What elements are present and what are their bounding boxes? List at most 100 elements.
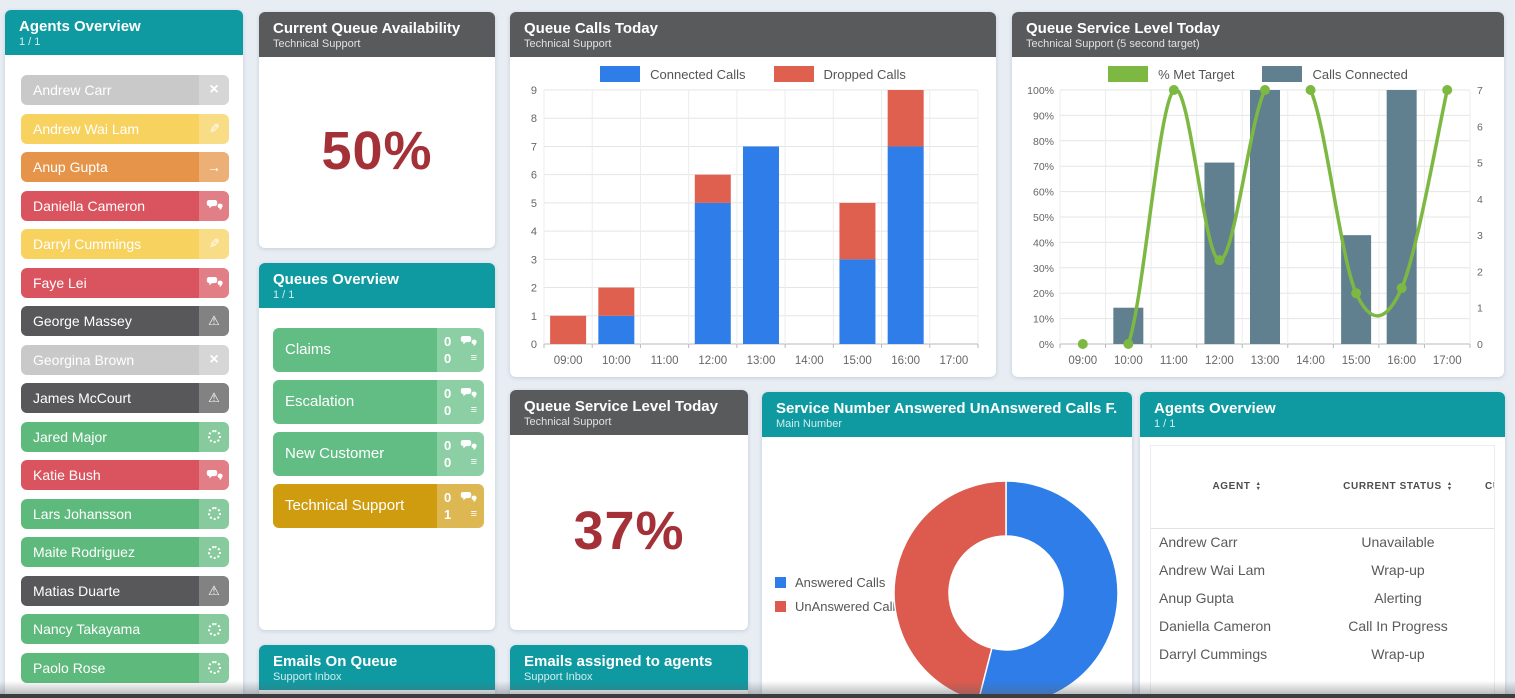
agent-row[interactable]: Maite Rodriguez xyxy=(21,537,229,567)
queue-row[interactable]: Technical Support 0 1 ≡ xyxy=(273,484,484,528)
panel-header: Queues Overview 1 / 1 xyxy=(259,263,495,308)
svg-text:8: 8 xyxy=(531,113,537,125)
legend-swatch xyxy=(600,66,641,82)
agent-row[interactable]: George Massey ⚠ xyxy=(21,306,229,336)
agent-row[interactable]: Andrew Wai Lam ✎ xyxy=(21,113,229,144)
agent-row[interactable]: Georgina Brown × xyxy=(21,344,229,375)
svg-text:15:00: 15:00 xyxy=(843,355,872,367)
chart-legend: Answered Calls UnAnswered Calls xyxy=(775,575,902,623)
cell-current-status: Wrap-up xyxy=(1371,646,1425,662)
queue-calls-bar-chart: 0 1 2 3 4 5 6 7 8 9 09:00 10:00 11:00 12:00 13:00 14:00… xyxy=(510,84,996,377)
cell-extra xyxy=(1473,528,1494,556)
legend-swatch xyxy=(1108,66,1149,82)
legend-item: Answered Calls xyxy=(775,575,902,590)
edit-icon: ✎ xyxy=(208,120,220,136)
queue-row[interactable]: Escalation 0 0 ≡ xyxy=(273,380,484,424)
panel-title: Queues Overview xyxy=(273,271,399,288)
legend-item: Connected Calls xyxy=(600,66,746,82)
svg-text:11:00: 11:00 xyxy=(1160,355,1188,367)
cell-agent: Anup Gupta xyxy=(1159,590,1234,606)
chat-clouds-icon xyxy=(206,200,223,211)
agent-row[interactable]: Jared Major xyxy=(21,421,229,452)
agent-row[interactable]: Matias Duarte ⚠ xyxy=(21,575,229,606)
queue-stats: 0 0 ≡ xyxy=(437,328,484,372)
svg-text:6: 6 xyxy=(531,170,537,182)
legend-item: Dropped Calls xyxy=(773,66,906,82)
queue-emails-count: 1 ≡ xyxy=(444,507,477,522)
agent-status-icon-box xyxy=(199,267,229,298)
agent-row[interactable]: Daniella Cameron xyxy=(21,190,229,221)
agent-row[interactable]: Darryl Cummings ✎ xyxy=(21,229,229,259)
agent-name: Darryl Cummings xyxy=(33,236,142,252)
panel-header: Emails On Queue Support Inbox xyxy=(259,645,495,690)
queue-row[interactable]: New Customer 0 0 ≡ xyxy=(273,432,484,476)
queue-row[interactable]: Claims 0 0 ≡ xyxy=(273,328,484,372)
close-icon: × xyxy=(209,81,219,98)
svg-text:2: 2 xyxy=(531,283,537,295)
chat-clouds-icon xyxy=(460,492,477,503)
agent-row[interactable]: James McCourt ⚠ xyxy=(21,383,229,413)
cell-agent: Daniella Cameron xyxy=(1159,618,1272,634)
agent-name: Daniella Cameron xyxy=(33,197,146,214)
panel-title: Agents Overview xyxy=(19,18,141,35)
panel-subtitle: Technical Support xyxy=(524,416,612,428)
svg-text:0%: 0% xyxy=(1039,339,1054,351)
panel-current-queue-availability: Current Queue Availability Technical Sup… xyxy=(259,12,495,248)
panel-subtitle: Technical Support (5 second target) xyxy=(1026,38,1200,50)
panel-agents-overview: Agents Overview 1 / 1 Andrew Carr × Andrew… xyxy=(5,10,243,698)
column-header-agent[interactable]: AGENT ▲ ▼ xyxy=(1151,446,1323,529)
table-row: Daniella Cameron Call In Progress xyxy=(1151,612,1494,640)
queue-name: Claims xyxy=(285,341,331,358)
agent-row[interactable]: Nancy Takayama xyxy=(21,614,229,644)
panel-title: Emails On Queue xyxy=(273,653,398,670)
panel-header: Queue Service Level Today Technical Supp… xyxy=(510,390,748,435)
agent-name: George Massey xyxy=(33,313,132,329)
sort-icon: ▲ ▼ xyxy=(1255,480,1262,492)
agent-row[interactable]: Katie Bush xyxy=(21,460,229,490)
panel-header: Current Queue Availability Technical Sup… xyxy=(259,12,495,57)
legend-label: Answered Calls xyxy=(795,575,886,590)
panel-queue-service-level-chart: Queue Service Level Today Technical Supp… xyxy=(1012,12,1504,377)
chat-clouds-icon xyxy=(460,440,477,451)
svg-text:70%: 70% xyxy=(1033,161,1054,173)
panel-queue-service-level-value: Queue Service Level Today Technical Supp… xyxy=(510,390,748,630)
agent-name: Georgina Brown xyxy=(33,351,135,368)
panel-header: Service Number Answered UnAnswered Calls… xyxy=(762,392,1132,437)
agent-name: Maite Rodriguez xyxy=(33,544,135,560)
legend-label: Calls Connected xyxy=(1312,66,1408,82)
agent-name: Jared Major xyxy=(33,428,107,445)
cell-current-status: Wrap-up xyxy=(1371,562,1425,578)
svg-text:14:00: 14:00 xyxy=(1296,355,1325,367)
agent-row[interactable]: Andrew Carr × xyxy=(21,75,229,105)
table-row: Anup Gupta Alerting xyxy=(1151,584,1494,612)
column-header-cu[interactable]: CU xyxy=(1473,446,1494,529)
agent-row[interactable]: Lars Johansson xyxy=(21,498,229,529)
edit-icon: ✎ xyxy=(208,236,220,251)
agent-row[interactable]: Paolo Rose xyxy=(21,652,229,683)
panel-title: Queue Calls Today xyxy=(524,20,658,37)
queue-name: Escalation xyxy=(285,393,355,410)
agent-status-icon-box xyxy=(199,190,229,221)
agent-name: Andrew Carr xyxy=(33,82,112,98)
legend-swatch xyxy=(1262,66,1303,82)
svg-text:10:00: 10:00 xyxy=(1114,355,1143,367)
agent-row[interactable]: Anup Gupta → xyxy=(21,152,229,182)
agent-status-icon-box xyxy=(199,498,229,529)
sort-icon: ▲ ▼ xyxy=(1446,480,1453,492)
queue-calls-count: 0 xyxy=(444,334,477,350)
list-icon: ≡ xyxy=(470,508,477,520)
svg-text:17:00: 17:00 xyxy=(1433,355,1462,367)
panel-subtitle: Main Number xyxy=(776,418,843,430)
agent-status-icon-box xyxy=(199,652,229,683)
svg-text:4: 4 xyxy=(1477,194,1483,206)
svg-text:100%: 100% xyxy=(1027,85,1054,97)
agent-name: Katie Bush xyxy=(33,467,101,483)
svg-text:1: 1 xyxy=(531,311,537,323)
panel-subtitle: Technical Support xyxy=(524,38,612,50)
column-header-current-status[interactable]: CURRENT STATUS ▲ ▼ xyxy=(1323,446,1473,529)
agent-status-icon-box xyxy=(199,460,229,490)
agent-name: Andrew Wai Lam xyxy=(33,120,140,137)
agent-status-icon-box xyxy=(199,614,229,644)
agents-table-wrap: AGENT▲▼CURRENT STATUS▲▼CU Andrew Carr Unav… xyxy=(1150,445,1495,698)
agent-row[interactable]: Faye Lei xyxy=(21,267,229,298)
